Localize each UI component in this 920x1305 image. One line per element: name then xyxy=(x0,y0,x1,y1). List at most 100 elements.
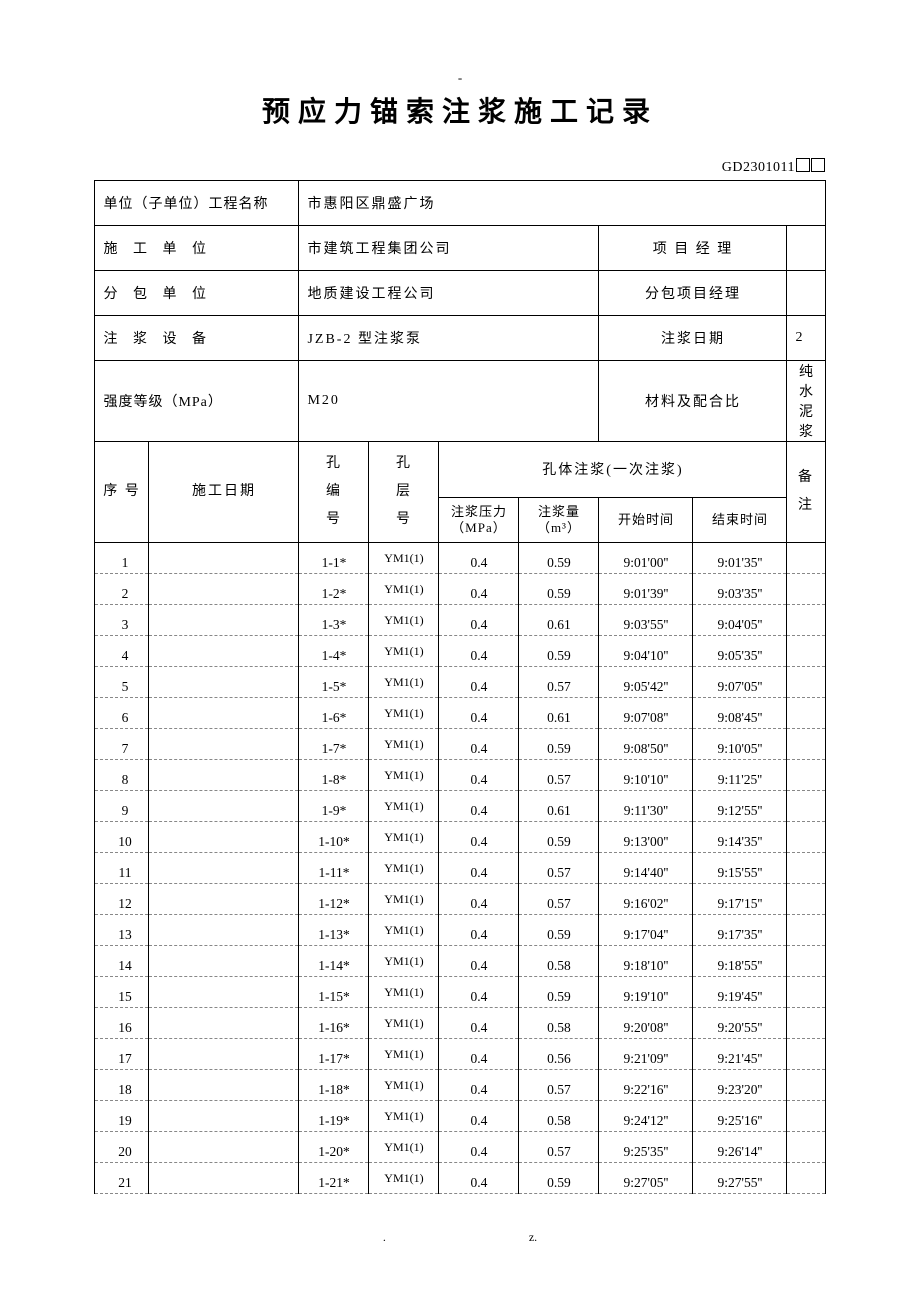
cell-start: 9:17'04'' xyxy=(599,915,693,946)
cell-layerno: YM1(1) xyxy=(369,822,439,853)
cell-seq: 13 xyxy=(95,915,149,946)
cell-end: 9:23'20'' xyxy=(693,1070,787,1101)
cell-date xyxy=(149,977,299,1008)
date-label: 注浆日期 xyxy=(599,316,787,361)
cell-holeno: 1-7* xyxy=(299,729,369,760)
cell-holeno: 1-4* xyxy=(299,636,369,667)
cell-remark xyxy=(787,1163,825,1194)
col-remark: 备注 xyxy=(787,442,825,543)
cell-end: 9:17'35'' xyxy=(693,915,787,946)
cell-holeno: 1-9* xyxy=(299,791,369,822)
cell-start: 9:24'12'' xyxy=(599,1101,693,1132)
cell-remark xyxy=(787,884,825,915)
table-row: 41-4*YM1(1)0.40.599:04'10''9:05'35'' xyxy=(95,636,825,667)
cell-pressure: 0.4 xyxy=(439,636,519,667)
cell-remark xyxy=(787,977,825,1008)
cell-start: 9:05'42'' xyxy=(599,667,693,698)
table-row: 121-12*YM1(1)0.40.579:16'02''9:17'15'' xyxy=(95,884,825,915)
cell-seq: 16 xyxy=(95,1008,149,1039)
cell-layerno: YM1(1) xyxy=(369,636,439,667)
cell-layerno: YM1(1) xyxy=(369,884,439,915)
cell-pressure: 0.4 xyxy=(439,946,519,977)
cell-seq: 5 xyxy=(95,667,149,698)
equip-value: JZB-2 型注浆泵 xyxy=(299,316,599,361)
cell-volume: 0.61 xyxy=(519,791,599,822)
cell-start: 9:25'35'' xyxy=(599,1132,693,1163)
cell-volume: 0.59 xyxy=(519,977,599,1008)
table-row: 11-1*YM1(1)0.40.599:01'00''9:01'35'' xyxy=(95,543,825,574)
cell-seq: 17 xyxy=(95,1039,149,1070)
cell-holeno: 1-3* xyxy=(299,605,369,636)
cell-pressure: 0.4 xyxy=(439,605,519,636)
cell-date xyxy=(149,636,299,667)
pm-label: 项 目 经 理 xyxy=(599,226,787,271)
pm-value xyxy=(787,226,825,271)
cell-remark xyxy=(787,1070,825,1101)
cell-layerno: YM1(1) xyxy=(369,977,439,1008)
cell-seq: 11 xyxy=(95,853,149,884)
cell-remark xyxy=(787,915,825,946)
cell-volume: 0.59 xyxy=(519,574,599,605)
cell-volume: 0.56 xyxy=(519,1039,599,1070)
col-volume: 注浆量（m³） xyxy=(519,497,599,542)
cell-pressure: 0.4 xyxy=(439,1132,519,1163)
cell-end: 9:26'14'' xyxy=(693,1132,787,1163)
cell-volume: 0.57 xyxy=(519,1070,599,1101)
cell-date xyxy=(149,1070,299,1101)
sub-pm-value xyxy=(787,271,825,316)
table-row: 91-9*YM1(1)0.40.619:11'30''9:12'55'' xyxy=(95,791,825,822)
cell-seq: 2 xyxy=(95,574,149,605)
cell-layerno: YM1(1) xyxy=(369,543,439,574)
equip-label: 注 浆 设 备 xyxy=(95,316,299,361)
table-row: 161-16*YM1(1)0.40.589:20'08''9:20'55'' xyxy=(95,1008,825,1039)
table-row: 151-15*YM1(1)0.40.599:19'10''9:19'45'' xyxy=(95,977,825,1008)
cell-end: 9:15'55'' xyxy=(693,853,787,884)
cell-layerno: YM1(1) xyxy=(369,1039,439,1070)
cell-start: 9:04'10'' xyxy=(599,636,693,667)
cell-date xyxy=(149,605,299,636)
document-number: GD2301011 xyxy=(0,158,920,176)
cell-pressure: 0.4 xyxy=(439,791,519,822)
cell-volume: 0.57 xyxy=(519,667,599,698)
page: - 预应力锚索注浆施工记录 GD2301011 单位（子单位）工程名称 市惠阳区… xyxy=(0,0,920,1305)
col-seq: 序 号 xyxy=(95,442,149,543)
cell-layerno: YM1(1) xyxy=(369,698,439,729)
cell-layerno: YM1(1) xyxy=(369,667,439,698)
cell-date xyxy=(149,791,299,822)
col-grout-group: 孔体注浆(一次注浆) xyxy=(439,442,787,498)
cell-layerno: YM1(1) xyxy=(369,915,439,946)
cell-seq: 14 xyxy=(95,946,149,977)
cell-pressure: 0.4 xyxy=(439,915,519,946)
cell-end: 9:20'55'' xyxy=(693,1008,787,1039)
sub-pm-label: 分包项目经理 xyxy=(599,271,787,316)
cell-end: 9:21'45'' xyxy=(693,1039,787,1070)
cell-end: 9:12'55'' xyxy=(693,791,787,822)
cell-remark xyxy=(787,1008,825,1039)
cell-remark xyxy=(787,1039,825,1070)
table-row: 191-19*YM1(1)0.40.589:24'12''9:25'16'' xyxy=(95,1101,825,1132)
cell-volume: 0.58 xyxy=(519,1008,599,1039)
cell-seq: 9 xyxy=(95,791,149,822)
cell-remark xyxy=(787,1101,825,1132)
cell-volume: 0.59 xyxy=(519,543,599,574)
table-row: 31-3*YM1(1)0.40.619:03'55''9:04'05'' xyxy=(95,605,825,636)
cell-pressure: 0.4 xyxy=(439,977,519,1008)
cell-layerno: YM1(1) xyxy=(369,729,439,760)
cell-layerno: YM1(1) xyxy=(369,1008,439,1039)
cell-layerno: YM1(1) xyxy=(369,946,439,977)
cell-start: 9:01'39'' xyxy=(599,574,693,605)
cell-volume: 0.58 xyxy=(519,1101,599,1132)
cell-pressure: 0.4 xyxy=(439,574,519,605)
cell-start: 9:01'00'' xyxy=(599,543,693,574)
cell-holeno: 1-10* xyxy=(299,822,369,853)
mix-value: 纯水泥浆 xyxy=(787,361,825,442)
cell-date xyxy=(149,1008,299,1039)
cell-volume: 0.61 xyxy=(519,698,599,729)
cell-end: 9:11'25'' xyxy=(693,760,787,791)
cell-holeno: 1-1* xyxy=(299,543,369,574)
project-value: 市惠阳区鼎盛广场 xyxy=(299,181,825,226)
mix-label: 材料及配合比 xyxy=(599,361,787,442)
cell-seq: 10 xyxy=(95,822,149,853)
cell-seq: 4 xyxy=(95,636,149,667)
col-date: 施工日期 xyxy=(149,442,299,543)
